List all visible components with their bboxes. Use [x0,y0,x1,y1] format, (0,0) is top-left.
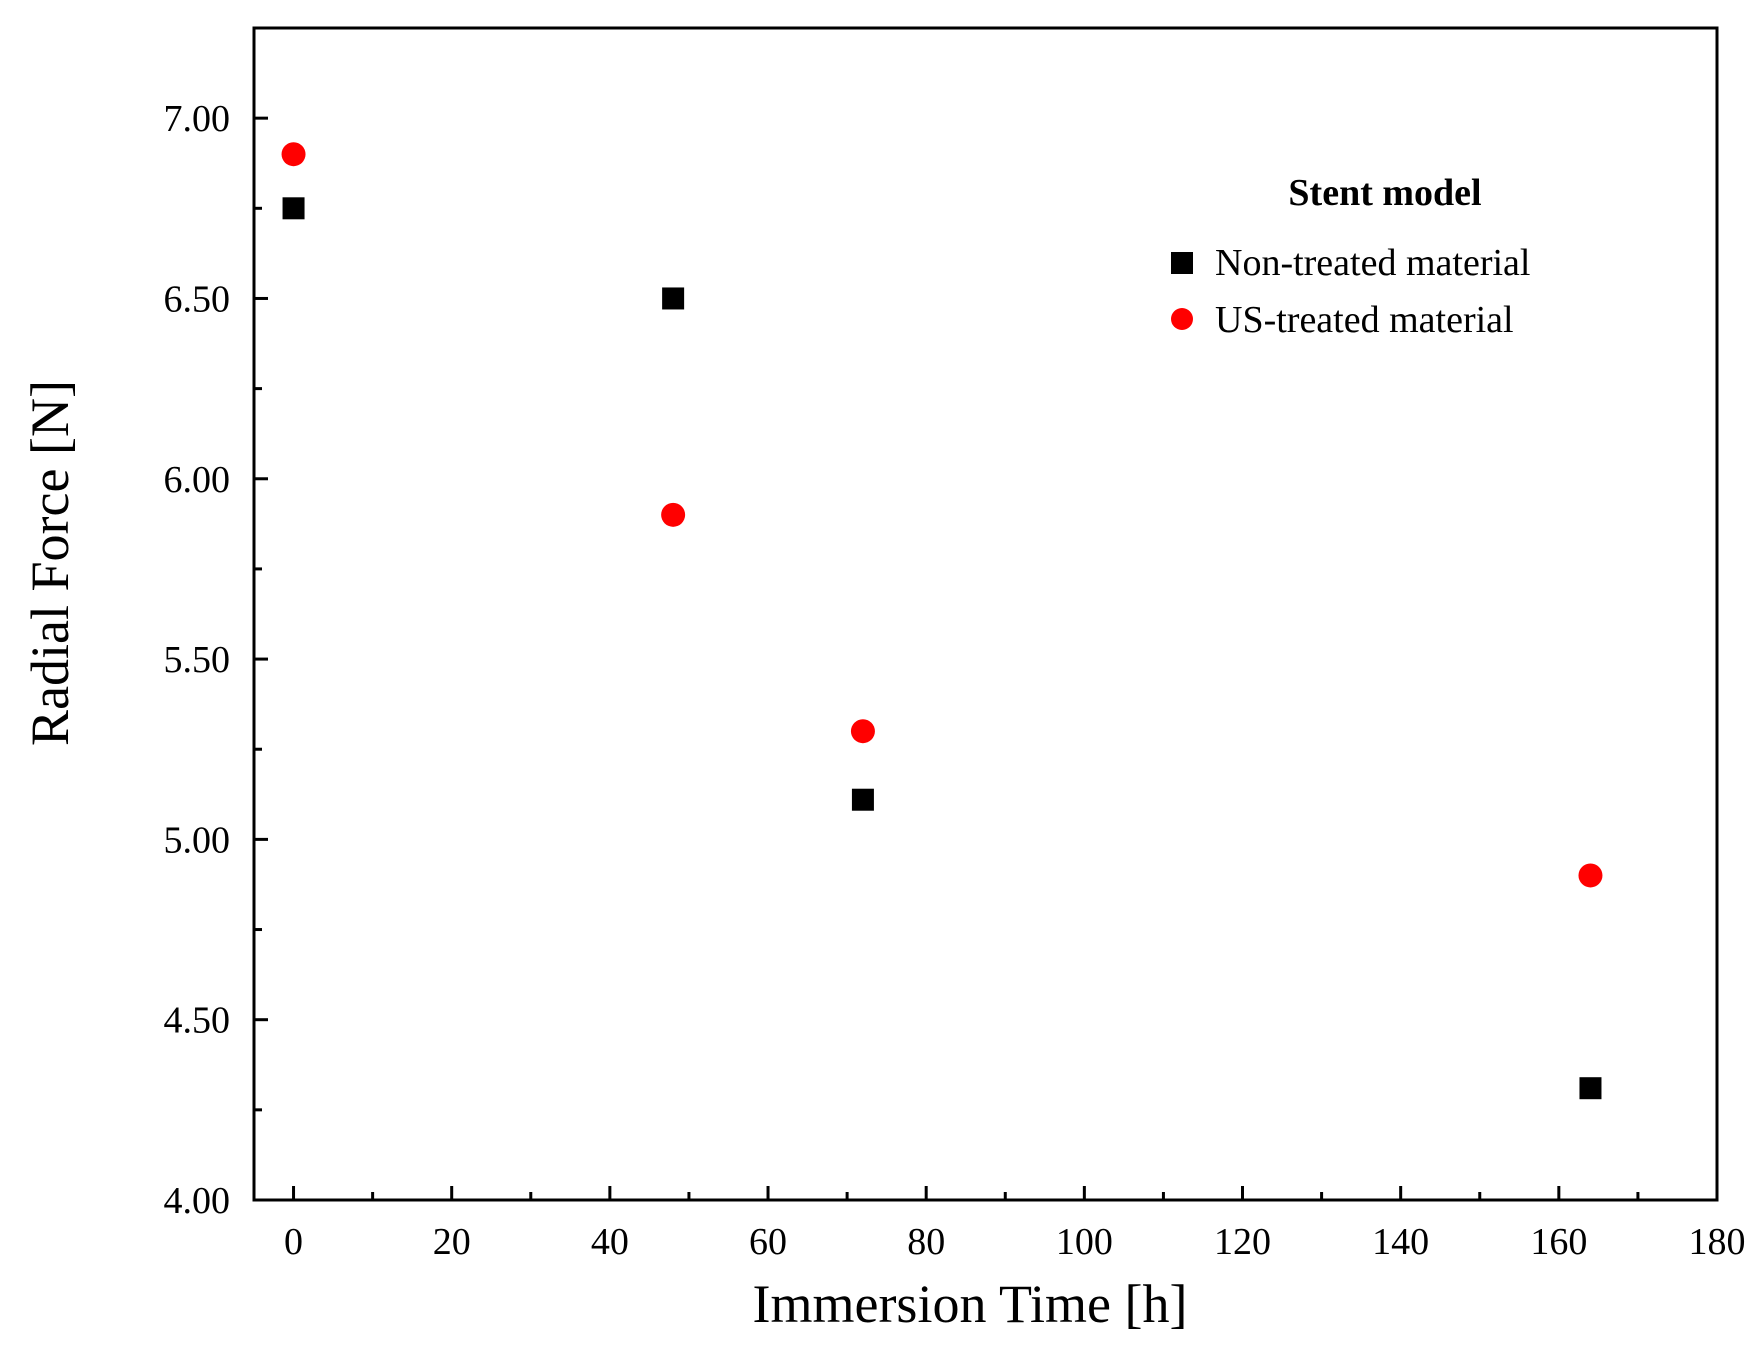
legend-marker-us-treated [1171,308,1193,330]
point-us-treated-material [281,142,306,167]
point-non-treated-material [282,197,305,220]
point-non-treated-material [1579,1077,1602,1100]
x-axis-title: Immersion Time [h] [752,1274,1187,1334]
legend-label-us-treated: US-treated material [1215,299,1514,341]
x-tick-label: 20 [433,1221,471,1263]
y-tick-label: 5.50 [164,639,231,681]
point-us-treated-material [661,502,686,527]
y-axis-title: Radial Force [N] [20,380,80,746]
y-tick-label: 7.00 [164,98,231,140]
point-non-treated-material [851,788,874,811]
x-tick-label: 160 [1530,1221,1587,1263]
x-tick-label: 80 [907,1221,945,1263]
x-tick-label: 0 [284,1221,303,1263]
legend-marker-non-treated [1171,252,1193,274]
point-non-treated-material [662,287,685,310]
point-us-treated-material [1578,863,1603,888]
y-tick-label: 6.50 [164,278,231,320]
x-tick-label: 180 [1689,1221,1746,1263]
x-tick-label: 40 [591,1221,629,1263]
legend: Stent model Non-treated material US-trea… [1171,172,1530,341]
y-axis-ticks: 4.00 4.50 5.00 5.50 6.00 6.50 7.00 [164,26,268,1222]
legend-label-non-treated: Non-treated material [1215,242,1530,284]
x-tick-label: 140 [1372,1221,1429,1263]
y-tick-label: 4.50 [164,1000,231,1042]
x-tick-label: 100 [1056,1221,1113,1263]
plot-frame [252,26,1719,1202]
x-tick-label: 60 [749,1221,787,1263]
x-tick-label: 120 [1214,1221,1271,1263]
legend-title: Stent model [1288,172,1481,214]
data-points [281,142,1603,1100]
y-tick-label: 5.00 [164,819,231,861]
y-tick-label: 4.00 [164,1180,231,1222]
y-tick-label: 6.00 [164,459,231,501]
point-us-treated-material [850,719,875,744]
x-axis-ticks: 0 20 40 60 80 100 120 140 160 180 [284,1186,1746,1263]
